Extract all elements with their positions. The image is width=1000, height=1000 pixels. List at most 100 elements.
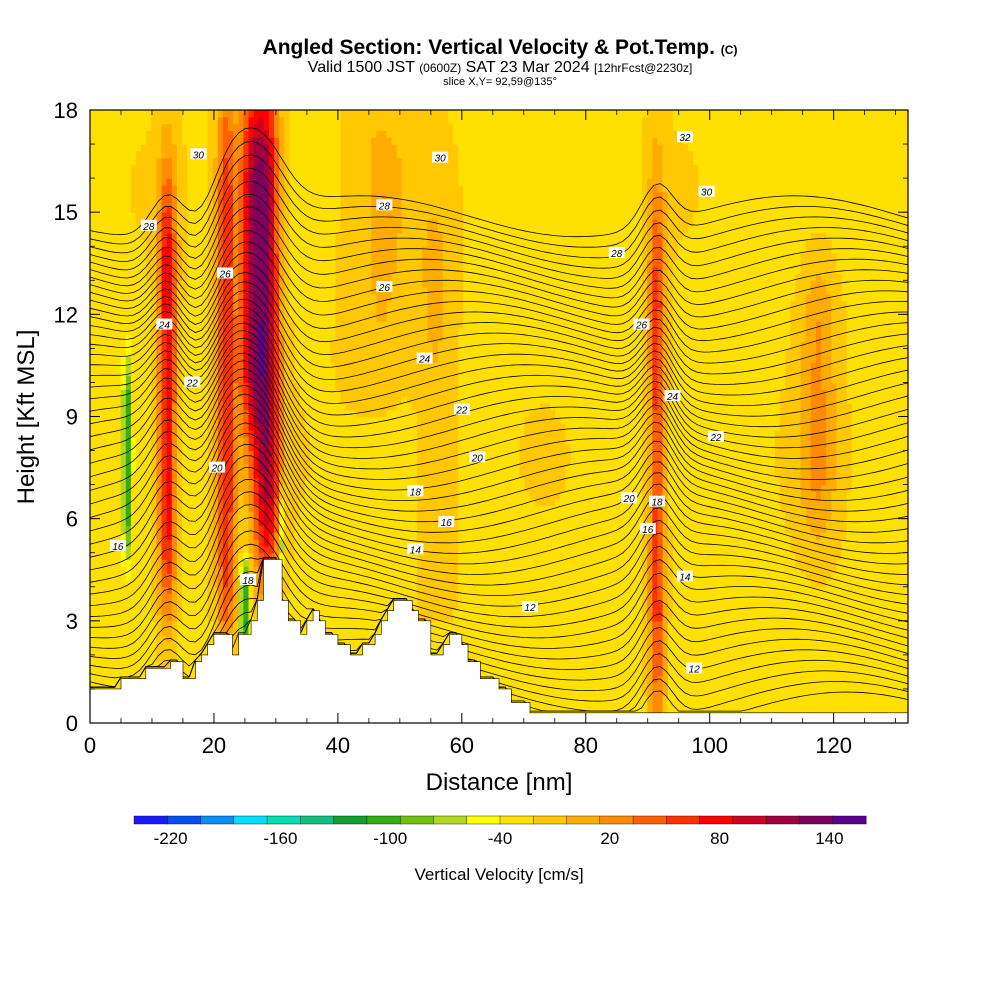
field-cell: [95, 246, 101, 254]
field-cell: [228, 171, 234, 179]
field-cell: [330, 144, 336, 152]
field-cell: [115, 382, 122, 390]
field-cell: [176, 566, 183, 574]
field-cell: [366, 191, 372, 200]
field-cell: [258, 144, 265, 152]
field-cell: [335, 327, 342, 336]
field-cell: [182, 144, 188, 152]
field-cell: [166, 586, 173, 595]
field-cell: [330, 184, 336, 193]
field-cell: [141, 314, 147, 322]
field-cell: [171, 150, 178, 159]
field-cell: [120, 178, 127, 186]
field-cell: [366, 334, 372, 343]
field-cell: [192, 280, 198, 288]
field-cell: [304, 464, 311, 472]
field-cell: [284, 157, 290, 166]
field-cell: [130, 470, 137, 479]
field-cell: [100, 518, 106, 527]
field-cell: [360, 130, 367, 138]
field-cell: [299, 498, 306, 506]
field-cell: [105, 150, 112, 159]
field-cell: [263, 389, 270, 397]
field-cell: [187, 205, 193, 213]
field-cell: [120, 246, 127, 254]
field-cell: [268, 498, 275, 506]
field-cell: [289, 600, 296, 608]
field-cell: [248, 191, 255, 200]
field-cell: [304, 525, 311, 533]
field-cell: [309, 614, 316, 622]
field-cell: [263, 477, 270, 486]
field-cell: [258, 396, 265, 404]
field-cell: [304, 382, 311, 390]
field-cell: [130, 573, 137, 581]
field-cell: [340, 178, 347, 186]
field-cell: [248, 321, 255, 329]
field-cell: [161, 620, 168, 629]
field-cell: [156, 116, 163, 125]
field-cell: [350, 184, 357, 193]
field-cell: [95, 266, 101, 275]
field-cell: [120, 661, 127, 670]
field-cell: [161, 116, 168, 125]
field-cell: [263, 396, 270, 404]
field-cell: [314, 232, 321, 241]
field-cell: [320, 443, 326, 452]
field-cell: [90, 641, 96, 649]
field-cell: [314, 116, 321, 125]
field-cell: [100, 525, 106, 533]
field-cell: [182, 511, 188, 520]
field-cell: [366, 321, 372, 329]
field-cell: [202, 627, 209, 636]
field-cell: [151, 532, 158, 540]
field-cell: [176, 368, 183, 377]
field-cell: [309, 157, 316, 166]
field-cell: [340, 341, 347, 349]
field-cell: [187, 579, 193, 588]
field-cell: [187, 498, 193, 506]
field-cell: [304, 184, 311, 193]
field-cell: [161, 607, 168, 615]
field-cell: [212, 389, 219, 397]
field-cell: [228, 525, 234, 533]
field-cell: [233, 280, 239, 288]
field-cell: [238, 362, 244, 370]
field-cell: [274, 307, 280, 315]
field-cell: [268, 491, 275, 499]
field-cell: [187, 539, 193, 547]
field-cell: [279, 382, 285, 390]
field-cell: [330, 423, 336, 431]
field-cell: [314, 573, 321, 581]
field-cell: [141, 171, 147, 179]
field-cell: [176, 239, 183, 247]
field-cell: [299, 314, 306, 322]
field-cell: [166, 593, 173, 601]
field-cell: [222, 368, 229, 377]
field-cell: [284, 321, 290, 329]
field-cell: [233, 348, 239, 356]
field-cell: [294, 362, 301, 370]
field-cell: [360, 436, 367, 445]
field-cell: [238, 341, 244, 349]
field-cell: [238, 423, 244, 431]
field-cell: [136, 498, 142, 506]
field-cell: [125, 484, 132, 493]
field-cell: [263, 116, 270, 125]
field-cell: [110, 218, 117, 227]
field-cell: [274, 505, 280, 513]
field-cell: [192, 586, 198, 595]
field-cell: [182, 430, 188, 438]
field-cell: [130, 491, 137, 499]
field-cell: [294, 191, 301, 200]
field-cell: [197, 389, 204, 397]
field-cell: [325, 614, 331, 622]
field-cell: [110, 614, 117, 622]
field-cell: [125, 505, 132, 513]
field-cell: [146, 518, 152, 527]
field-cell: [90, 205, 96, 213]
field-cell: [115, 368, 122, 377]
field-cell: [320, 293, 326, 302]
field-cell: [90, 593, 96, 601]
field-cell: [197, 321, 204, 329]
